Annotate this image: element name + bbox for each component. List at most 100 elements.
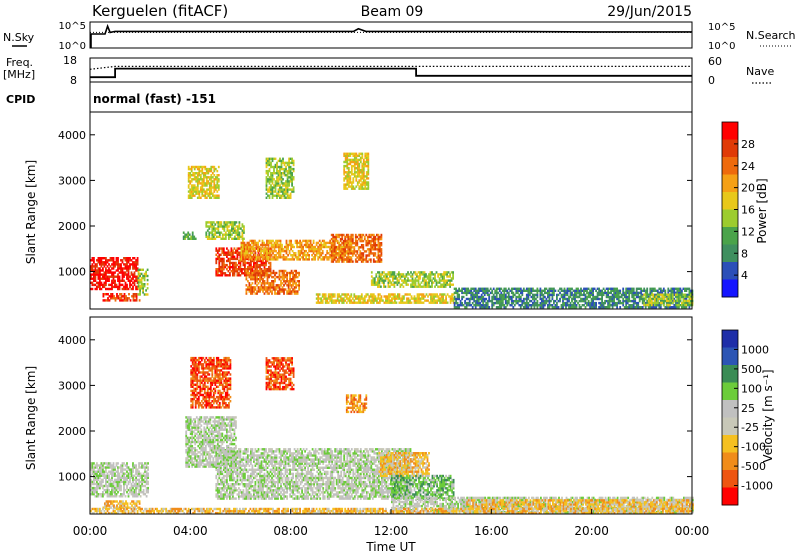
heat-cell <box>353 295 356 298</box>
heat-cell <box>486 293 489 297</box>
heat-cell <box>533 293 536 297</box>
heat-cell <box>367 171 370 174</box>
heat-cell <box>96 287 98 291</box>
heat-cell <box>365 156 368 160</box>
heat-cell <box>443 281 445 284</box>
heat-cell <box>205 176 208 179</box>
heat-cell <box>215 231 218 234</box>
heat-cell <box>356 162 359 166</box>
heat-cell <box>326 299 329 302</box>
heat-cell <box>315 247 318 251</box>
heat-cell <box>124 257 127 260</box>
heat-cell <box>237 237 239 240</box>
heat-cell <box>266 268 269 271</box>
heat-cell <box>139 285 141 288</box>
heat-cell <box>533 289 536 292</box>
heat-cell <box>265 169 268 173</box>
heat-cell <box>262 261 264 265</box>
heat-cell <box>562 289 564 292</box>
heat-cell <box>293 273 296 277</box>
heat-cell <box>254 282 257 285</box>
heat-cell <box>244 270 246 273</box>
heat-cell <box>667 289 670 292</box>
heat-cell <box>530 306 533 309</box>
heat-cell <box>108 267 110 270</box>
heat-cell <box>224 263 227 267</box>
heat-cell <box>279 178 281 181</box>
heat-cell <box>127 271 130 274</box>
heat-cell <box>355 179 358 182</box>
heat-cell <box>690 299 692 303</box>
heat-cell <box>205 167 208 171</box>
velocity-heatmap <box>90 356 694 515</box>
heat-cell <box>298 271 300 275</box>
heat-cell <box>232 249 234 252</box>
heat-cell <box>111 495 113 498</box>
heat-cell <box>271 284 273 287</box>
heat-cell <box>138 299 141 302</box>
heat-cell <box>608 299 611 303</box>
heat-cell <box>649 289 652 292</box>
heat-cell <box>184 235 187 238</box>
heat-cell <box>536 295 539 299</box>
heat-cell <box>625 293 628 297</box>
heat-cell <box>411 277 414 280</box>
heat-cell <box>202 190 205 193</box>
heat-cell <box>91 466 94 469</box>
heat-cell <box>323 258 326 261</box>
heat-cell <box>305 256 307 259</box>
freq-left-tick-low: 8 <box>70 74 77 87</box>
heat-cell <box>353 169 356 172</box>
heat-cell <box>687 301 689 305</box>
heat-cell <box>205 192 208 195</box>
heat-cell <box>635 293 638 297</box>
heat-cell <box>344 293 347 296</box>
heat-cell <box>479 287 482 290</box>
heat-cell <box>143 278 146 282</box>
heat-cell <box>332 295 335 298</box>
heat-cell <box>220 223 223 226</box>
heat-cell <box>335 239 338 243</box>
heat-cell <box>551 306 554 309</box>
heat-cell <box>293 278 296 281</box>
heat-cell <box>130 271 133 274</box>
heat-cell <box>575 304 578 307</box>
heat-cell <box>105 482 107 486</box>
heat-cell <box>347 154 350 157</box>
heat-cell <box>604 289 606 292</box>
heat-cell <box>518 299 521 303</box>
heat-cell <box>216 180 219 183</box>
heat-cell <box>361 175 364 178</box>
heat-cell <box>245 278 248 281</box>
heat-cell <box>435 279 438 282</box>
heat-cell <box>103 261 106 264</box>
heat-cell <box>346 177 349 180</box>
heat-cell <box>684 289 686 292</box>
heat-cell <box>132 265 134 268</box>
heat-cell <box>266 271 269 275</box>
heat-cell <box>274 292 276 295</box>
heat-cell <box>257 259 260 263</box>
heat-cell <box>644 303 647 307</box>
heat-cell <box>259 273 261 277</box>
heat-cell <box>268 194 271 197</box>
heat-cell <box>230 261 233 265</box>
heat-cell <box>214 231 217 234</box>
heat-cell <box>139 291 141 294</box>
heat-cell <box>407 301 410 304</box>
heat-cell <box>243 243 246 247</box>
heat-cell <box>486 301 489 305</box>
heat-cell <box>377 295 380 298</box>
heat-cell <box>532 297 534 301</box>
heat-cell <box>347 260 350 263</box>
heat-cell <box>253 288 255 291</box>
heat-cell <box>332 256 335 259</box>
heat-cell <box>123 267 125 270</box>
heat-cell <box>275 256 277 259</box>
heat-cell <box>359 175 362 178</box>
heat-cell <box>377 246 380 249</box>
heat-cell <box>678 287 680 290</box>
heat-cell <box>544 301 546 305</box>
heat-cell <box>291 167 293 171</box>
